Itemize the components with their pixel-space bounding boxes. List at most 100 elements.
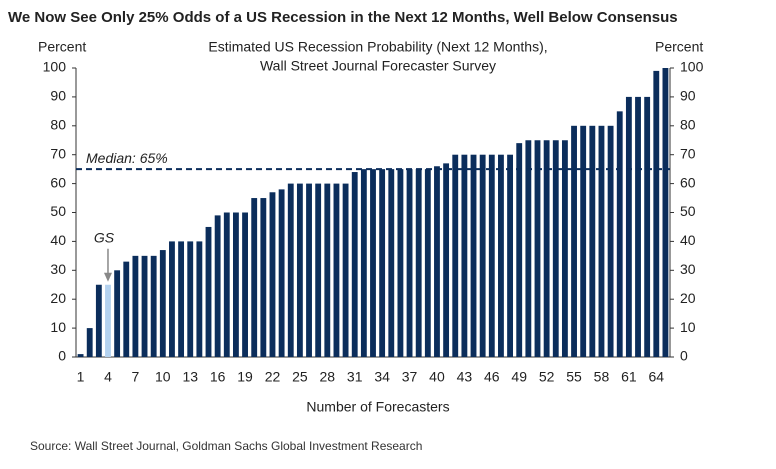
bar: [534, 140, 541, 357]
bar: [205, 226, 212, 357]
bar: [278, 189, 285, 357]
y-tick-label: 30: [50, 261, 66, 277]
bar: [598, 125, 605, 357]
bar: [114, 270, 121, 357]
y2-tick-label: 10: [680, 319, 696, 335]
annotation-arrowhead: [103, 272, 112, 282]
y-tick-label: 90: [50, 88, 66, 104]
y-tick-label: 10: [50, 319, 66, 335]
bar: [516, 143, 523, 357]
bar: [105, 284, 111, 357]
y2-tick-label: 100: [680, 59, 704, 75]
bar: [242, 212, 248, 357]
y2-tick-label: 60: [680, 174, 696, 190]
bar: [333, 183, 340, 357]
bar: [360, 169, 367, 357]
chart-title: We Now See Only 25% Odds of a US Recessi…: [8, 9, 678, 26]
bar: [287, 183, 294, 357]
x-tick-label: 25: [292, 369, 308, 385]
subtitle: Estimated US Recession Probability (Next…: [208, 39, 547, 55]
x-tick-label: 28: [320, 369, 336, 385]
subtitle: Wall Street Journal Forecaster Survey: [260, 58, 496, 74]
bar: [351, 172, 358, 357]
y2-tick-label: 80: [680, 117, 696, 133]
bar: [187, 241, 194, 357]
y-tick-label: 60: [50, 174, 66, 190]
bar: [214, 215, 221, 357]
bar: [434, 166, 440, 357]
bar: [306, 183, 312, 357]
y2-tick-label: 50: [680, 203, 696, 219]
bar: [388, 169, 395, 357]
bar: [589, 125, 596, 357]
bar: [178, 241, 185, 357]
y2-tick-label: 30: [680, 261, 696, 277]
x-tick-label: 31: [347, 369, 363, 385]
bar: [169, 241, 175, 357]
x-tick-label: 1: [77, 369, 85, 385]
bar: [159, 250, 166, 357]
bar: [443, 163, 450, 357]
source: Source: Wall Street Journal, Goldman Sac…: [30, 439, 422, 453]
x-tick-label: 34: [374, 369, 390, 385]
bar: [370, 169, 376, 357]
bar: [461, 154, 468, 357]
x-tick-label: 46: [484, 369, 500, 385]
x-tick-label: 40: [429, 369, 445, 385]
bar: [260, 198, 267, 357]
bar: [552, 140, 559, 357]
bar: [470, 154, 477, 357]
y-axis-label: Percent: [38, 39, 86, 55]
bar: [415, 169, 422, 357]
x-tick-label: 22: [265, 369, 281, 385]
bar: [342, 183, 349, 357]
x-tick-label: 10: [155, 369, 171, 385]
y2-tick-label: 70: [680, 145, 696, 161]
x-tick-label: 19: [237, 369, 253, 385]
y2-tick-label: 0: [680, 348, 688, 364]
y-tick-label: 100: [43, 59, 67, 75]
bar: [77, 354, 84, 357]
bar: [132, 255, 139, 357]
bar: [543, 140, 550, 357]
bar: [251, 198, 258, 357]
y-tick-label: 70: [50, 145, 66, 161]
bar: [607, 125, 614, 357]
annotation: GS: [94, 229, 115, 245]
x-tick-label: 52: [539, 369, 555, 385]
bar: [561, 140, 568, 357]
x-tick-label: 4: [104, 369, 112, 385]
x-tick-label: 55: [566, 369, 582, 385]
bar: [635, 96, 641, 358]
y2-tick-label: 20: [680, 290, 696, 306]
bar: [315, 183, 322, 357]
x-tick-label: 16: [210, 369, 226, 385]
bar: [571, 125, 577, 357]
bar: [86, 328, 93, 357]
x-tick-label: 58: [594, 369, 610, 385]
bar: [625, 96, 632, 358]
bar: [507, 154, 514, 357]
bar: [452, 154, 459, 357]
bar: [223, 212, 230, 357]
bar: [488, 154, 495, 357]
bar: [150, 255, 157, 357]
bar: [479, 154, 486, 357]
x-axis-label: Number of Forecasters: [306, 399, 449, 415]
x-tick-label: 64: [649, 369, 665, 385]
bar: [196, 241, 203, 357]
bar: [269, 192, 276, 357]
bar: [232, 212, 239, 357]
bar: [397, 169, 404, 357]
bar: [141, 255, 148, 357]
y-tick-label: 20: [50, 290, 66, 306]
y2-axis-label: Percent: [655, 39, 703, 55]
y2-tick-label: 90: [680, 88, 696, 104]
bar: [525, 140, 532, 357]
y-tick-label: 80: [50, 117, 66, 133]
bar: [324, 183, 331, 357]
x-tick-label: 37: [402, 369, 418, 385]
x-tick-label: 49: [511, 369, 527, 385]
bar: [379, 169, 386, 357]
